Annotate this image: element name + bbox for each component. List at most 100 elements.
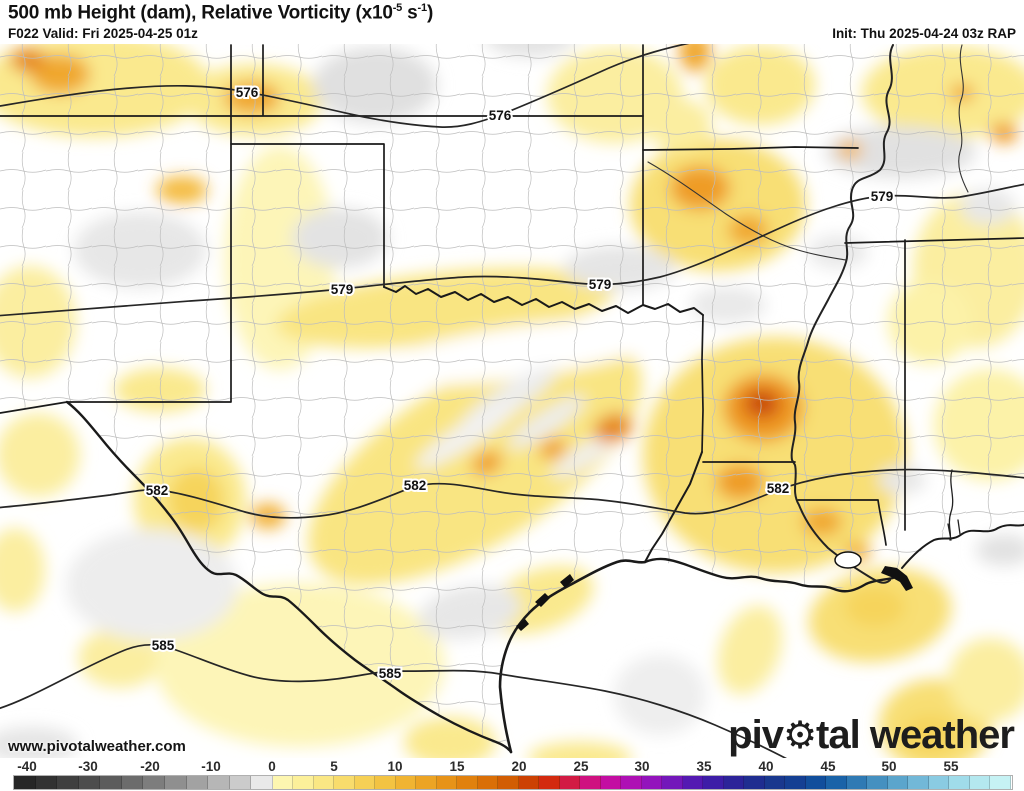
colorbar-cell xyxy=(928,776,950,789)
colorbar-tick: 55 xyxy=(943,759,959,774)
coastal-bays xyxy=(516,574,574,631)
louisiana-coastline xyxy=(643,557,895,593)
map-svg: 576 576 579 579 579 582 582 582 585 585 xyxy=(0,44,1024,758)
colorbar-footer: -40 -30 -20 -10 0 5 10 15 20 25 30 35 40 45 50 55 xyxy=(0,758,1024,791)
colorbar-cell xyxy=(165,776,187,789)
colorbar-tick: -30 xyxy=(78,759,98,774)
colorbar-cell xyxy=(949,776,970,789)
colorbar-cell xyxy=(100,776,122,789)
colorbar-cell xyxy=(35,776,58,789)
state-border-newmexico xyxy=(0,44,232,414)
colorbar-cell xyxy=(990,776,1011,789)
colorbar-cell xyxy=(969,776,991,789)
colorbar-cell xyxy=(580,776,601,789)
colorbar-cell xyxy=(477,776,499,789)
colorbar-tick: 0 xyxy=(268,759,276,774)
colorbar-tick: 20 xyxy=(511,759,527,774)
logo: piv⚙tal weather xyxy=(728,713,1015,757)
colorbar-cell xyxy=(208,776,230,789)
contour-label: 579 xyxy=(589,277,612,292)
contour-label: 582 xyxy=(767,481,790,496)
mississippi-delta xyxy=(881,566,913,591)
state-border-tn xyxy=(844,237,1024,244)
contour-label: 576 xyxy=(236,85,259,100)
colorbar-cell xyxy=(559,776,581,789)
tennessee-river xyxy=(958,44,969,193)
height-contour-layer: 576 576 579 579 579 582 582 582 585 585 xyxy=(0,44,1024,758)
colorbar-cell xyxy=(867,776,888,789)
colorbar-cell xyxy=(723,776,745,789)
colorbar-cell xyxy=(539,776,560,789)
colorbar-cell xyxy=(826,776,847,789)
colorbar-tick: -40 xyxy=(17,759,37,774)
colorbar-tick: 35 xyxy=(696,759,712,774)
colorbar-cell xyxy=(143,776,166,789)
colorbar-cell xyxy=(744,776,765,789)
colorbar-tick: 50 xyxy=(881,759,897,774)
contour-label: 585 xyxy=(152,638,175,653)
state-border-tx-east xyxy=(701,314,704,453)
state-border-la-ms xyxy=(797,499,887,546)
contour-label: 579 xyxy=(871,189,894,204)
arkansas-river xyxy=(647,161,847,261)
texas-coastline xyxy=(498,559,647,754)
colorbar-cell xyxy=(785,776,806,789)
colorbar-tick: 10 xyxy=(387,759,403,774)
colorbar-cell xyxy=(395,776,417,789)
contour-line-582 xyxy=(0,468,1024,519)
weather-map: 576 576 579 579 579 582 582 582 585 585 www.pivot… xyxy=(0,44,1024,758)
contour-line-576 xyxy=(0,44,690,128)
colorbar-cell xyxy=(78,776,101,789)
colorbar-cell xyxy=(354,776,376,789)
header: 500 mb Height (dam), Relative Vorticity … xyxy=(0,0,1024,44)
contour-label: 576 xyxy=(489,108,512,123)
colorbar-cell xyxy=(272,776,294,789)
rio-grande-border xyxy=(65,400,513,754)
sabine-river-border xyxy=(644,451,703,563)
colorbar-cell xyxy=(334,776,355,789)
colorbar-tick-labels: -40 -30 -20 -10 0 5 10 15 20 25 30 35 40 45 50 55 xyxy=(0,758,1024,774)
colorbar-cell xyxy=(662,776,683,789)
contour-line-579 xyxy=(0,183,1024,317)
colorbar-cell xyxy=(498,776,519,789)
colorbar-cell xyxy=(121,776,144,789)
contour-label: 582 xyxy=(146,483,169,498)
geography-layer xyxy=(0,44,1024,754)
colorbar-tick: 45 xyxy=(820,759,836,774)
contour-label: 582 xyxy=(404,478,427,493)
colorbar-cell xyxy=(805,776,827,789)
colorbar-cell xyxy=(457,776,478,789)
alabama-rivers xyxy=(947,469,961,541)
colorbar-cell xyxy=(229,776,252,789)
colorbar-tick: 25 xyxy=(573,759,589,774)
lake-pontchartrain xyxy=(834,551,862,569)
colorbar-tick: 30 xyxy=(634,759,650,774)
contour-label: 579 xyxy=(331,282,354,297)
colorbar-tick: 5 xyxy=(330,759,338,774)
colorbar-cell xyxy=(682,776,704,789)
colorbar-tick: -20 xyxy=(140,759,160,774)
colorbar-tick: -10 xyxy=(201,759,221,774)
valid-time-text: F022 Valid: Fri 2025-04-25 01z xyxy=(8,26,198,41)
watermark: www.pivotalweather.com xyxy=(8,738,186,755)
colorbar-tick: 15 xyxy=(449,759,465,774)
colorbar-cell xyxy=(621,776,642,789)
contour-line-585 xyxy=(0,644,787,758)
colorbar-cell xyxy=(375,776,396,789)
state-border-mo-ar xyxy=(642,146,859,151)
colorbar-cell xyxy=(846,776,868,789)
colorbar-cell xyxy=(313,776,335,789)
colorbar xyxy=(13,775,1013,790)
colorbar-cell xyxy=(293,776,314,789)
colorbar-cell xyxy=(764,776,786,789)
colorbar-cell xyxy=(14,776,36,789)
contour-label: 585 xyxy=(379,666,402,681)
state-border-tx-panhandle xyxy=(230,143,385,288)
red-river-border xyxy=(383,285,704,316)
state-border-37n xyxy=(0,44,644,117)
colorbar-cell xyxy=(251,776,273,789)
colorbar-cell xyxy=(436,776,458,789)
colorbar-cell xyxy=(887,776,909,789)
colorbar-cell xyxy=(416,776,437,789)
colorbar-cell xyxy=(518,776,540,789)
